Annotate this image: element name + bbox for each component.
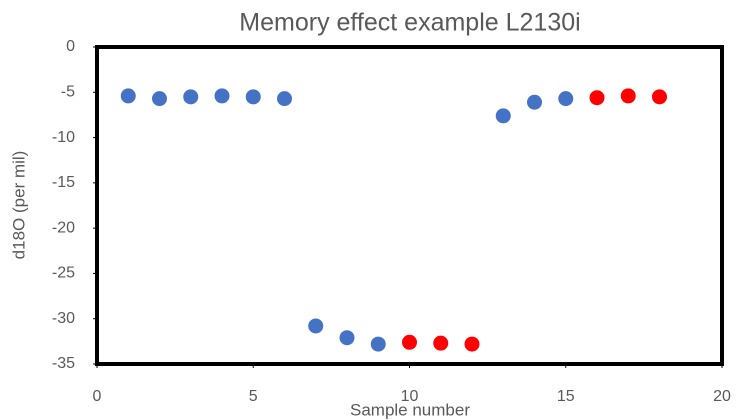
- point: [402, 334, 417, 350]
- point: [495, 108, 511, 124]
- x-tick-label: 15: [557, 388, 575, 405]
- point: [527, 94, 542, 110]
- point: [620, 88, 636, 104]
- y-tick-label: -25: [52, 265, 75, 282]
- x-tick-label: 10: [401, 388, 419, 405]
- y-tick-label: -5: [61, 84, 75, 101]
- point: [308, 318, 324, 334]
- y-axis-label: d18O (per mil): [9, 151, 28, 260]
- point: [183, 89, 199, 105]
- y-tick-label: 0: [66, 38, 75, 55]
- point: [652, 89, 667, 105]
- point: [214, 88, 230, 104]
- x-tick-label: 20: [713, 388, 731, 405]
- x-tick-label: 0: [93, 388, 102, 405]
- y-tick-label: -10: [52, 129, 75, 146]
- point: [120, 88, 136, 104]
- point: [558, 91, 574, 107]
- point: [589, 90, 605, 106]
- y-tick-label: -20: [52, 219, 75, 236]
- y-tick-label: -15: [52, 174, 75, 191]
- chart-title: Memory effect example L2130i: [239, 9, 580, 37]
- point: [433, 335, 449, 351]
- y-tick-label: -35: [52, 355, 75, 372]
- x-axis-label: Sample number: [350, 400, 470, 419]
- point: [370, 336, 386, 352]
- point: [245, 89, 261, 105]
- y-tick-label: -30: [52, 310, 75, 327]
- x-tick-label: 5: [249, 388, 258, 405]
- point: [464, 336, 480, 352]
- point: [277, 91, 292, 107]
- point: [339, 330, 355, 346]
- point: [152, 91, 167, 107]
